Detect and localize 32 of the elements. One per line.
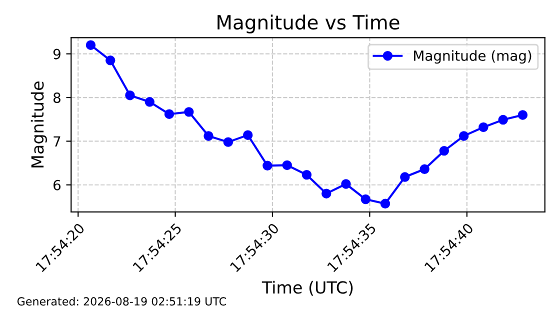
y-tick-label: 7: [54, 136, 60, 146]
point: [204, 131, 214, 141]
point: [184, 107, 194, 117]
legend-label: Magnitude (mag): [414, 50, 532, 64]
point: [144, 97, 155, 107]
point: [518, 110, 528, 120]
y-tick-label: 6: [54, 180, 61, 190]
point: [302, 170, 312, 180]
point: [498, 114, 508, 125]
point: [106, 56, 116, 66]
point: [360, 194, 370, 204]
point: [262, 160, 272, 171]
point: [341, 179, 351, 189]
point: [164, 109, 174, 119]
point: [380, 198, 390, 209]
point: [86, 40, 96, 50]
y-tick-label: 8: [54, 92, 60, 103]
point: [242, 130, 253, 140]
y-tick-label: 9: [53, 48, 60, 60]
point: [420, 164, 430, 174]
x-axis-title: Time (UTC): [262, 280, 353, 296]
point: [439, 146, 450, 156]
y-axis-title: Magnitude: [30, 82, 48, 168]
point: [322, 188, 332, 198]
chart-title: Magnitude vs Time: [218, 14, 400, 34]
text: Generated: 2026-08-19 02:51:19 UTC: [17, 296, 226, 306]
point: [223, 137, 234, 147]
point: [400, 172, 410, 182]
point: [458, 131, 469, 141]
point: [125, 90, 135, 100]
point: [282, 160, 292, 170]
point: [478, 122, 488, 132]
